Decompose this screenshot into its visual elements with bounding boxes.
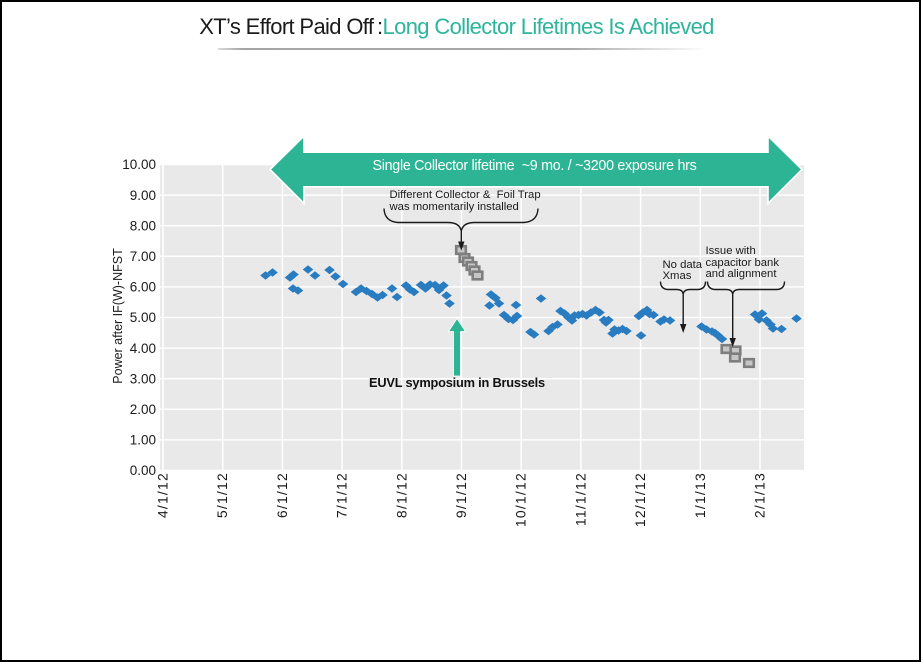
svg-text:12/1/12: 12/1/12: [632, 472, 648, 527]
svg-text:10.00: 10.00: [122, 157, 156, 172]
svg-text:8.00: 8.00: [130, 218, 156, 233]
svg-text:7/1/12: 7/1/12: [334, 472, 350, 518]
svg-text:2.00: 2.00: [130, 402, 156, 417]
svg-text:4/1/12: 4/1/12: [155, 472, 171, 518]
svg-text:5/1/12: 5/1/12: [214, 472, 230, 518]
svg-text:10/1/12: 10/1/12: [513, 472, 529, 527]
svg-text:1.00: 1.00: [130, 433, 156, 448]
svg-text:9/1/12: 9/1/12: [453, 472, 469, 518]
svg-text:Power after IF(W)-NFST: Power after IF(W)-NFST: [111, 248, 125, 384]
svg-text:6.00: 6.00: [130, 280, 156, 295]
svg-text:7.00: 7.00: [130, 249, 156, 264]
svg-text:2/1/13: 2/1/13: [752, 472, 768, 518]
svg-text:0.00: 0.00: [130, 463, 156, 478]
svg-text:1/1/13: 1/1/13: [692, 472, 708, 518]
svg-text:6/1/12: 6/1/12: [274, 472, 290, 518]
svg-text:3.00: 3.00: [130, 371, 156, 386]
svg-text:4.00: 4.00: [130, 341, 156, 356]
svg-text:11/1/12: 11/1/12: [572, 472, 588, 526]
svg-text:5.00: 5.00: [130, 310, 156, 325]
svg-text:8/1/12: 8/1/12: [393, 472, 409, 518]
svg-text:9.00: 9.00: [130, 188, 156, 203]
